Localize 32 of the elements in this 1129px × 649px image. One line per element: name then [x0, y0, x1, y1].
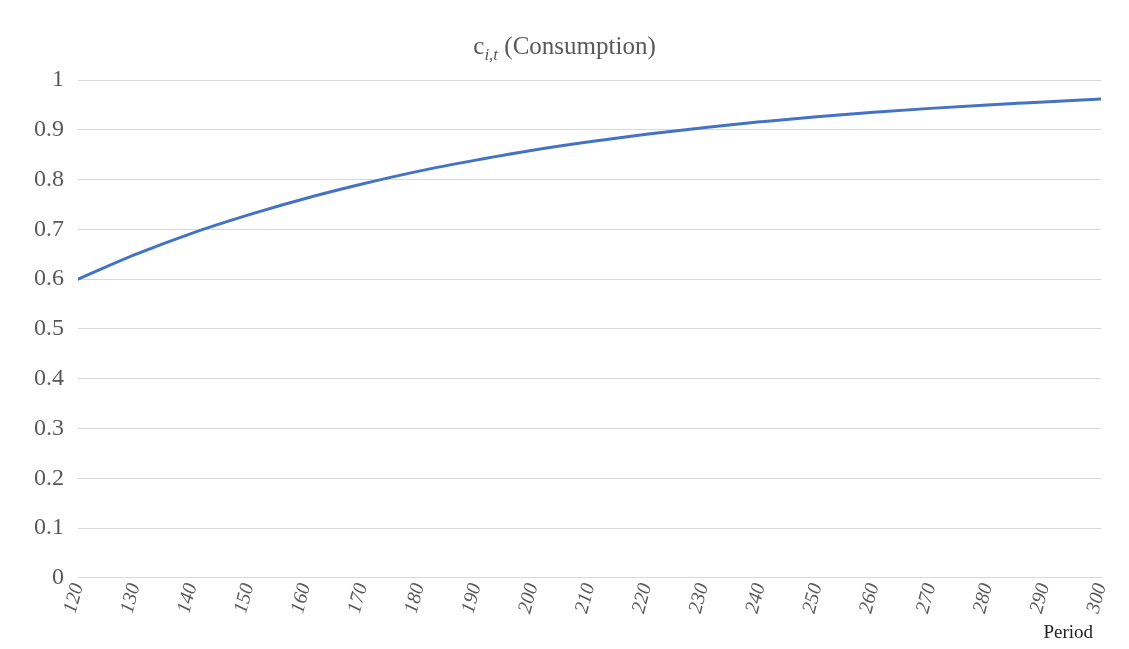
- x-tick-label: 190: [455, 580, 485, 616]
- y-tick-label: 0.9: [34, 115, 64, 142]
- x-tick-label: 180: [398, 580, 428, 616]
- x-tick-label: 280: [967, 580, 997, 616]
- x-tick-label: 270: [910, 580, 940, 616]
- y-tick-label: 1: [52, 65, 64, 92]
- chart-title: c$_{i,t}$ (Consumption): [472, 32, 657, 65]
- x-tick-label: 300: [1080, 580, 1110, 617]
- x-tick-label: 130: [114, 580, 144, 616]
- y-tick-label: 0.5: [34, 314, 64, 341]
- x-tick-label: 260: [853, 580, 883, 616]
- y-tick-label: 0.6: [34, 264, 64, 291]
- y-tick-label: 0.8: [34, 164, 64, 191]
- y-tick-label: 0.3: [34, 413, 64, 440]
- x-axis-title: Period: [1043, 621, 1093, 643]
- x-tick-label: 210: [569, 580, 599, 616]
- y-tick-label: 0.7: [34, 214, 64, 241]
- y-tick-label: 0.4: [34, 363, 64, 390]
- y-tick-label: 0.1: [34, 513, 64, 540]
- x-tick-label: 150: [228, 580, 258, 616]
- x-tick-label: 160: [285, 580, 315, 616]
- x-tick-label: 170: [342, 580, 372, 616]
- x-tick-label: 230: [683, 580, 713, 616]
- x-tick-label: 290: [1024, 580, 1054, 616]
- x-tick-label: 220: [626, 580, 656, 616]
- y-tick-label: 0.2: [34, 463, 64, 490]
- line-series: [78, 97, 1101, 281]
- x-tick-label: 250: [796, 580, 826, 616]
- x-tick-label: 240: [739, 580, 769, 616]
- x-tick-label: 140: [171, 580, 201, 616]
- x-tick-label: 200: [512, 580, 542, 616]
- y-tick-label: 0: [52, 563, 64, 590]
